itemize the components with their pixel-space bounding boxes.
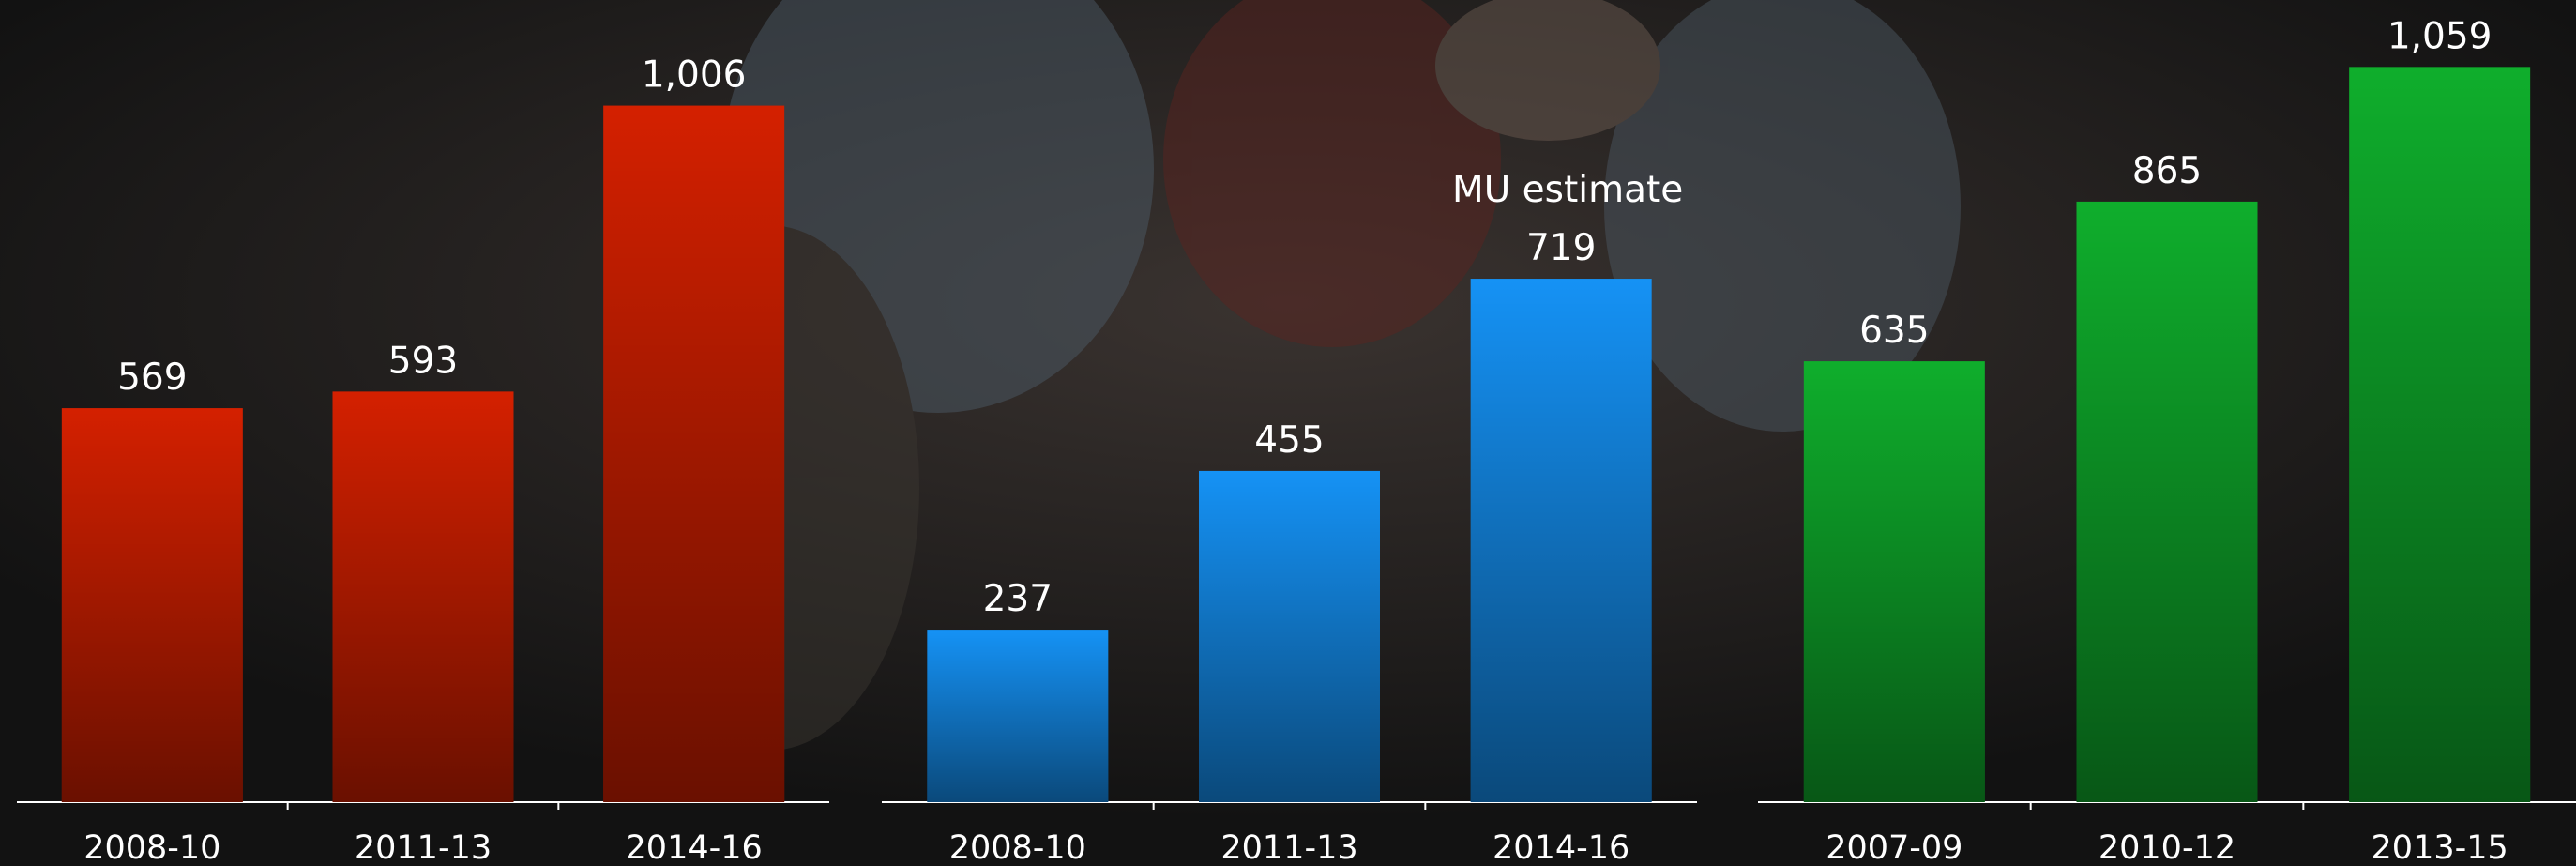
x-tick-label: 2014-16	[626, 829, 763, 866]
x-tick-label: 2008-10	[83, 829, 220, 866]
x-tick-label: 2013-15	[2371, 829, 2508, 866]
value-label: 719	[1526, 227, 1596, 269]
x-tick-label: 2008-10	[949, 829, 1086, 866]
bar-shade	[2349, 67, 2530, 802]
x-tick-label: 2014-16	[1493, 829, 1629, 866]
bar-shade	[603, 106, 784, 802]
bar-shade	[62, 408, 243, 802]
value-label: 1,059	[2387, 15, 2493, 57]
bar-shade	[2077, 202, 2258, 802]
value-label: 569	[117, 357, 187, 399]
value-label: 1,006	[642, 54, 747, 97]
bar-shade	[1199, 471, 1380, 802]
bar-shade	[1471, 279, 1652, 802]
value-label: 593	[388, 340, 458, 382]
x-tick-label: 2007-09	[1826, 829, 1962, 866]
chart-page: 569 2008-10 593 2011-13 1,006 2014-16 237 2008-…	[0, 0, 2576, 866]
x-tick-label: 2011-13	[1220, 829, 1357, 866]
value-label: 455	[1254, 419, 1324, 462]
x-tick-label: 2010-12	[2099, 829, 2235, 866]
value-label: 865	[2132, 150, 2202, 192]
x-tick-label: 2011-13	[355, 829, 492, 866]
annotation: MU estimate	[1452, 169, 1683, 211]
value-label: 237	[983, 578, 1053, 620]
bar-shade	[927, 630, 1108, 802]
bar-shade	[333, 391, 514, 802]
bar-shade	[1804, 361, 1985, 802]
value-label: 635	[1859, 310, 1929, 352]
